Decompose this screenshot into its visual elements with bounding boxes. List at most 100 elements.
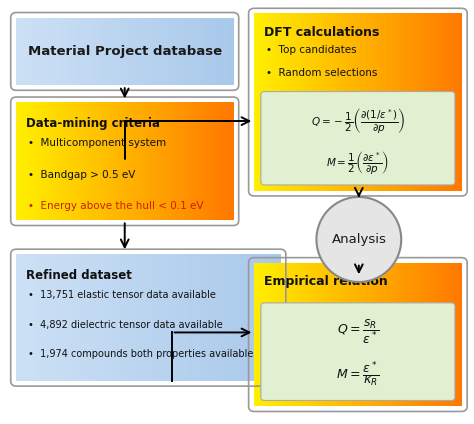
Bar	[168, 254, 172, 381]
Bar	[306, 263, 310, 406]
Bar	[259, 14, 263, 191]
Bar	[363, 14, 366, 191]
Bar	[26, 254, 30, 381]
Bar	[454, 14, 457, 191]
Bar	[149, 18, 153, 85]
Bar	[128, 254, 133, 381]
Bar	[46, 18, 50, 85]
Bar	[329, 14, 333, 191]
Bar	[98, 102, 101, 220]
Bar	[446, 14, 449, 191]
Bar	[33, 254, 37, 381]
Bar	[217, 18, 220, 85]
Bar	[63, 254, 67, 381]
Bar	[195, 102, 199, 220]
Bar	[95, 102, 99, 220]
Bar	[397, 263, 400, 406]
Bar	[415, 14, 419, 191]
Bar	[171, 18, 174, 85]
Bar	[152, 102, 155, 220]
Bar	[443, 263, 447, 406]
Bar	[173, 102, 177, 220]
Bar	[324, 14, 328, 191]
Bar	[36, 254, 40, 381]
Bar	[363, 263, 366, 406]
Bar	[89, 254, 93, 381]
Bar	[379, 263, 382, 406]
Bar	[188, 254, 192, 381]
Bar	[176, 102, 180, 220]
Bar	[25, 102, 28, 220]
Bar	[168, 18, 172, 85]
Bar	[257, 14, 260, 191]
Bar	[198, 254, 202, 381]
Bar	[418, 14, 421, 191]
Bar	[306, 14, 310, 191]
Bar	[459, 14, 463, 191]
Bar	[319, 263, 323, 406]
Bar	[71, 18, 74, 85]
Bar	[262, 14, 265, 191]
Bar	[90, 18, 93, 85]
Bar	[337, 263, 341, 406]
Bar	[201, 18, 204, 85]
Bar	[211, 102, 215, 220]
Bar	[44, 102, 47, 220]
Bar	[98, 18, 101, 85]
Bar	[285, 263, 289, 406]
Bar	[144, 18, 147, 85]
Text: Empirical relation: Empirical relation	[264, 276, 387, 288]
Bar	[228, 254, 232, 381]
Bar	[182, 18, 185, 85]
Bar	[55, 102, 58, 220]
Bar	[142, 254, 146, 381]
Bar	[163, 18, 166, 85]
Text: Refined dataset: Refined dataset	[26, 269, 132, 282]
Bar	[46, 254, 50, 381]
Bar	[22, 102, 26, 220]
Bar	[176, 18, 180, 85]
Bar	[71, 102, 74, 220]
Bar	[209, 18, 212, 85]
Bar	[319, 14, 323, 191]
Bar	[254, 263, 258, 406]
Bar	[149, 102, 153, 220]
Bar	[394, 14, 398, 191]
Bar	[301, 14, 304, 191]
Bar	[231, 254, 235, 381]
Bar	[374, 263, 377, 406]
Bar	[275, 14, 279, 191]
Bar	[69, 254, 73, 381]
Bar	[173, 18, 177, 85]
Bar	[278, 263, 281, 406]
Bar	[228, 18, 231, 85]
Bar	[152, 254, 156, 381]
Bar	[79, 102, 82, 220]
Bar	[371, 14, 374, 191]
Bar	[165, 254, 169, 381]
Bar	[415, 263, 419, 406]
Bar	[214, 18, 218, 85]
FancyBboxPatch shape	[261, 303, 455, 401]
Bar	[448, 263, 452, 406]
Bar	[211, 18, 215, 85]
Bar	[52, 102, 55, 220]
Bar	[296, 263, 299, 406]
Bar	[337, 14, 341, 191]
Bar	[30, 18, 34, 85]
Bar	[102, 254, 106, 381]
Bar	[49, 18, 53, 85]
Bar	[66, 254, 70, 381]
Bar	[402, 263, 405, 406]
Bar	[46, 102, 50, 220]
Bar	[443, 14, 447, 191]
Bar	[379, 14, 382, 191]
Bar	[428, 14, 431, 191]
Bar	[270, 14, 273, 191]
Bar	[303, 14, 307, 191]
Bar	[273, 14, 276, 191]
Bar	[404, 263, 408, 406]
Bar	[225, 102, 228, 220]
Bar	[247, 254, 251, 381]
Bar	[158, 254, 163, 381]
